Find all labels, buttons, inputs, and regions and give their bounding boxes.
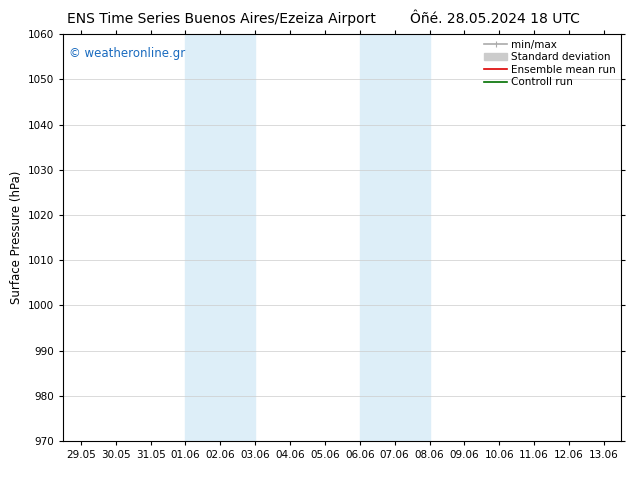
Legend: min/max, Standard deviation, Ensemble mean run, Controll run: min/max, Standard deviation, Ensemble me… — [482, 37, 618, 89]
Text: Ôñé. 28.05.2024 18 UTC: Ôñé. 28.05.2024 18 UTC — [410, 12, 579, 26]
Bar — [185, 34, 255, 441]
Text: ENS Time Series Buenos Aires/Ezeiza Airport: ENS Time Series Buenos Aires/Ezeiza Airp… — [67, 12, 377, 26]
Bar — [359, 34, 429, 441]
Y-axis label: Surface Pressure (hPa): Surface Pressure (hPa) — [10, 171, 23, 304]
Text: © weatheronline.gr: © weatheronline.gr — [69, 47, 185, 59]
